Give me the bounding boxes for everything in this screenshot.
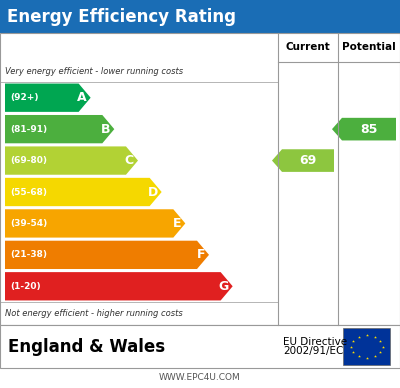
Text: (81-91): (81-91) — [10, 125, 47, 133]
Polygon shape — [5, 209, 185, 237]
Text: A: A — [77, 91, 87, 104]
Text: Energy Efficiency Rating: Energy Efficiency Rating — [7, 7, 236, 26]
Polygon shape — [332, 118, 396, 140]
Text: (21-38): (21-38) — [10, 250, 47, 259]
Text: England & Wales: England & Wales — [8, 338, 165, 355]
Polygon shape — [5, 241, 209, 269]
Text: WWW.EPC4U.COM: WWW.EPC4U.COM — [159, 374, 241, 383]
Text: D: D — [148, 185, 158, 199]
Text: 85: 85 — [360, 123, 378, 136]
Polygon shape — [5, 146, 138, 175]
Text: 2002/91/EC: 2002/91/EC — [283, 346, 343, 356]
Text: (39-54): (39-54) — [10, 219, 47, 228]
Text: EU Directive: EU Directive — [283, 337, 347, 347]
Text: (1-20): (1-20) — [10, 282, 41, 291]
Text: G: G — [218, 280, 229, 293]
Polygon shape — [5, 272, 233, 300]
Bar — [0, 325, 400, 368]
Bar — [0, 33, 400, 325]
Text: 69: 69 — [299, 154, 317, 167]
Text: Not energy efficient - higher running costs: Not energy efficient - higher running co… — [5, 309, 183, 318]
Text: B: B — [101, 123, 110, 136]
Text: (55-68): (55-68) — [10, 187, 47, 196]
Text: C: C — [125, 154, 134, 167]
Text: (92+): (92+) — [10, 93, 38, 102]
Bar — [0, 0, 400, 33]
Text: Current: Current — [286, 43, 330, 52]
Text: (69-80): (69-80) — [10, 156, 47, 165]
Text: Potential: Potential — [342, 43, 396, 52]
Polygon shape — [272, 149, 334, 172]
Text: F: F — [196, 248, 205, 262]
Polygon shape — [5, 83, 91, 112]
Text: E: E — [173, 217, 181, 230]
Bar — [343, 328, 390, 365]
Polygon shape — [5, 178, 162, 206]
Text: Very energy efficient - lower running costs: Very energy efficient - lower running co… — [5, 68, 183, 76]
Polygon shape — [5, 115, 114, 143]
